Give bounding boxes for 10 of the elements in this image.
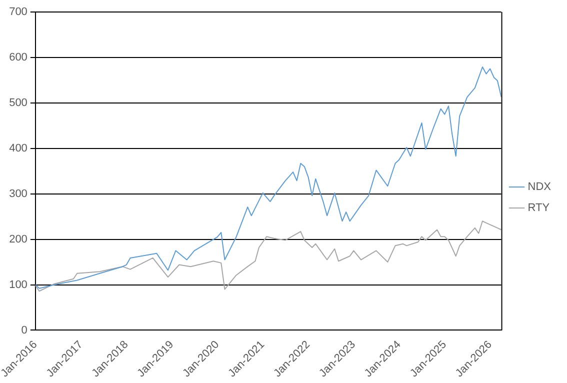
y-tick-label: 200 (9, 233, 28, 246)
y-tick-label: 0 (21, 324, 28, 336)
y-tick-label: 600 (9, 51, 28, 64)
y-tick-label: 700 (9, 6, 28, 18)
legend-label: NDX (528, 181, 552, 194)
y-tick-label: 300 (9, 188, 28, 200)
y-tick-label: 400 (9, 142, 28, 154)
legend-label: RTY (528, 202, 550, 214)
y-tick-label: 100 (9, 278, 28, 291)
y-tick-label: 500 (9, 96, 28, 109)
